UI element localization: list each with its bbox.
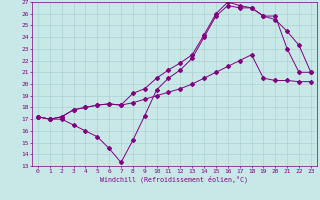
X-axis label: Windchill (Refroidissement éolien,°C): Windchill (Refroidissement éolien,°C) — [100, 175, 248, 183]
